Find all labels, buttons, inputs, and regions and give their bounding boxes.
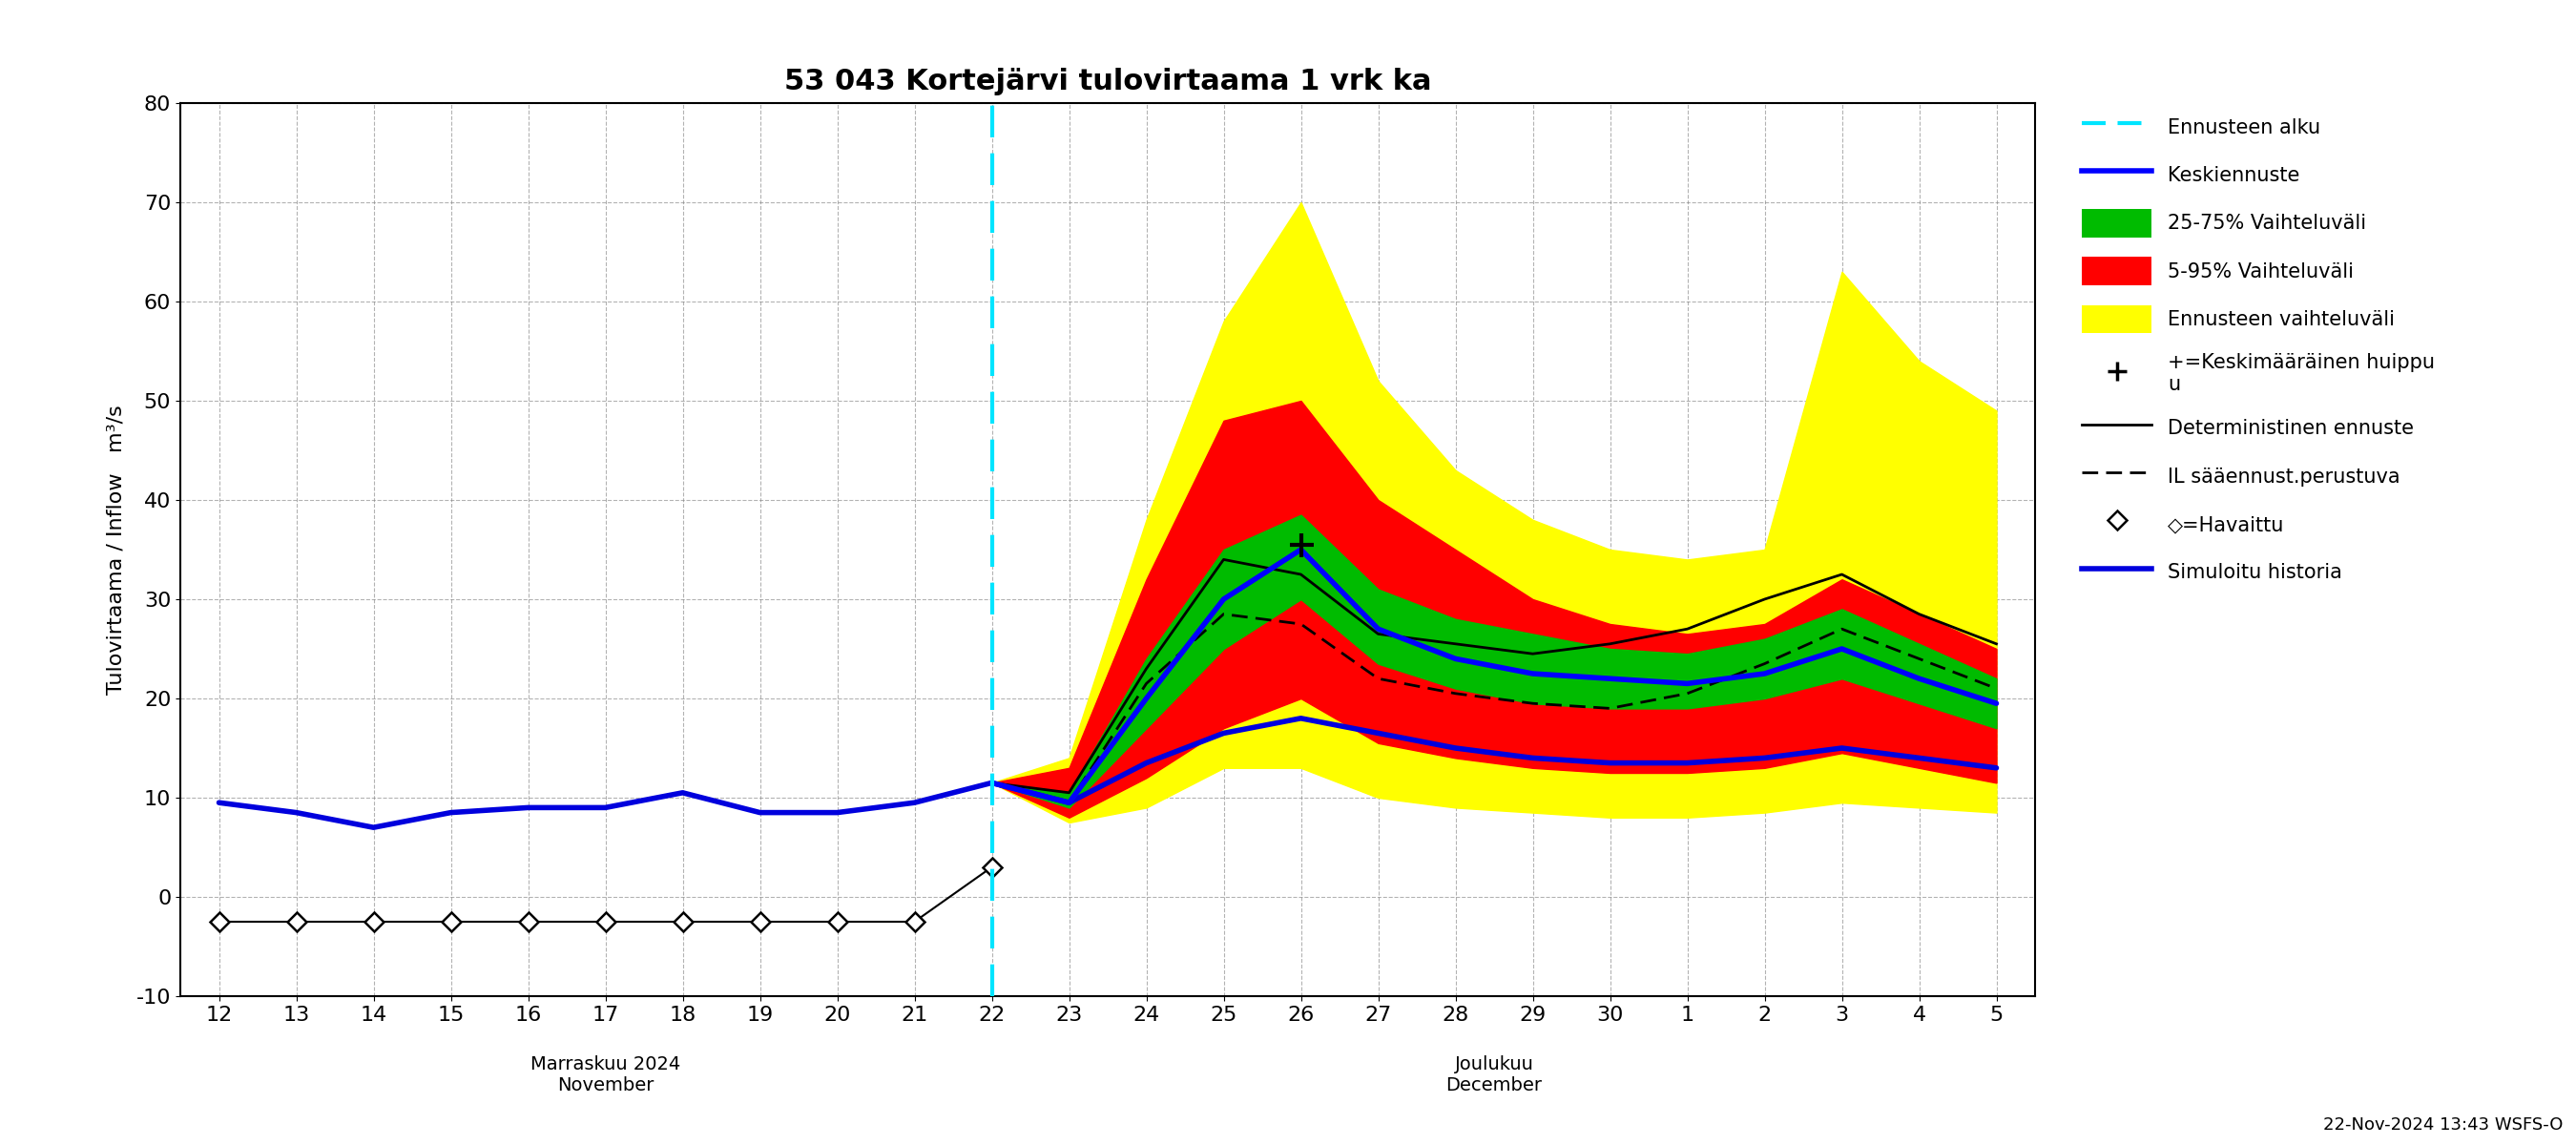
Text: Joulukuu
December: Joulukuu December — [1445, 1056, 1543, 1095]
Text: Marraskuu 2024
November: Marraskuu 2024 November — [531, 1056, 680, 1095]
Title: 53 043 Kortejärvi tulovirtaama 1 vrk ka: 53 043 Kortejärvi tulovirtaama 1 vrk ka — [783, 68, 1432, 95]
Legend: Ennusteen alku, Keskiennuste, 25-75% Vaihteluväli, 5-95% Vaihteluväli, Ennusteen: Ennusteen alku, Keskiennuste, 25-75% Vai… — [2071, 103, 2445, 597]
Text: 22-Nov-2024 13:43 WSFS-O: 22-Nov-2024 13:43 WSFS-O — [2324, 1116, 2563, 1134]
Y-axis label: Tulovirtaama / Inflow   m³/s: Tulovirtaama / Inflow m³/s — [106, 404, 126, 695]
